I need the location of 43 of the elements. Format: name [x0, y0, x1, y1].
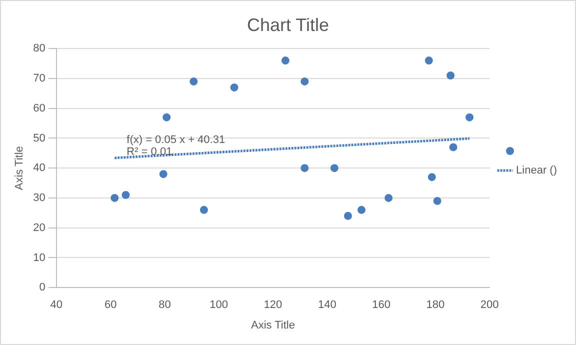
x-tick-label: 140 — [318, 299, 336, 312]
point — [446, 71, 455, 80]
y-tick-label: 30 — [33, 192, 46, 204]
x-tick-label: 180 — [426, 299, 445, 312]
point — [162, 113, 171, 122]
x-tick-label: 160 — [372, 299, 390, 312]
point — [230, 83, 238, 92]
point — [358, 206, 366, 214]
point — [344, 212, 352, 220]
x-tick-label: 120 — [264, 299, 282, 312]
x-tick-label: 200 — [480, 299, 499, 312]
point — [159, 170, 168, 178]
point — [330, 164, 338, 172]
annotation: f(x) = 0.05 x + 40.31 — [126, 134, 226, 146]
x-tick-label: 80 — [158, 299, 171, 312]
x-axis-title: Axis Title — [250, 319, 295, 332]
y-tick-label: 40 — [33, 162, 46, 174]
legend-label: Linear () — [516, 164, 558, 177]
point — [384, 194, 393, 202]
x-tick-label: 40 — [50, 299, 63, 312]
point — [433, 196, 442, 205]
point — [466, 113, 474, 122]
y-tick-label: 80 — [33, 42, 46, 55]
point — [300, 164, 309, 172]
point — [281, 56, 290, 65]
y-tick-label: 10 — [33, 252, 46, 264]
x-tick-label: 100 — [210, 299, 228, 312]
y-tick-label: 50 — [33, 132, 46, 144]
point — [110, 194, 119, 202]
y-tick-label: 70 — [33, 72, 46, 85]
y-tick-label: 20 — [33, 222, 46, 234]
y-tick-label: 60 — [33, 102, 46, 114]
point — [122, 190, 130, 199]
y-axis-title: Axis Title — [14, 146, 26, 190]
y-tick-label: 0 — [39, 282, 46, 294]
point — [200, 206, 208, 214]
point — [300, 77, 309, 86]
point — [424, 56, 433, 65]
point — [190, 77, 198, 86]
x-tick-label: 60 — [104, 299, 117, 312]
point — [449, 143, 458, 152]
point — [428, 173, 436, 182]
chart-title: Chart Title — [246, 14, 330, 35]
